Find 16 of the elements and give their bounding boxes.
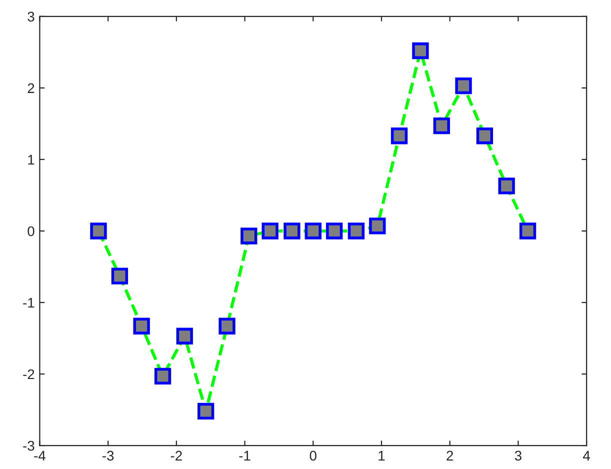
y-tick-label: 3 bbox=[28, 12, 34, 22]
y-tick-label: 1 bbox=[28, 154, 34, 164]
y-tick-label: -2 bbox=[23, 369, 34, 380]
y-tick-label: -3 bbox=[23, 440, 34, 451]
y-tick-label: -1 bbox=[23, 298, 34, 308]
x-tick-label: -1 bbox=[239, 450, 250, 460]
x-tick-label: 1 bbox=[378, 450, 385, 460]
x-tick-label: 4 bbox=[583, 450, 590, 460]
x-tick-label: -4 bbox=[34, 450, 46, 460]
y-tick-label: 2 bbox=[28, 83, 34, 93]
x-tick-label: 2 bbox=[446, 450, 454, 460]
y-tick-label: 0 bbox=[28, 226, 34, 236]
x-tick-label: -3 bbox=[102, 450, 114, 461]
x-tick-label: 3 bbox=[514, 450, 522, 461]
x-tick-label: 0 bbox=[310, 450, 316, 461]
x-tick-label: -2 bbox=[170, 450, 182, 460]
